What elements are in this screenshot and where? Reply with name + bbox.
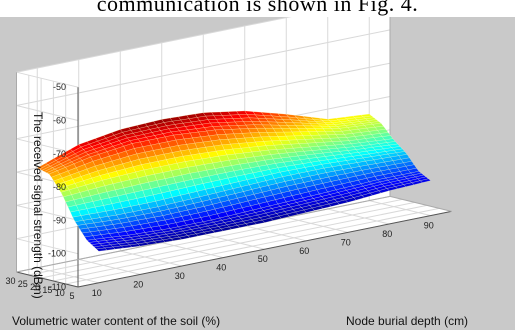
x-grid-line [78,258,141,275]
x-tick-label: 20 [133,279,143,289]
z-grid-line [16,204,79,221]
x-tick-label: 30 [175,271,185,281]
z-grid-line [16,238,79,255]
y-grid-line [53,204,427,282]
x-tick-label: 10 [92,288,102,298]
y-grid-line [65,207,440,285]
x-tick-label: 60 [299,246,309,256]
z-tick-label: -110 [49,282,66,292]
x-grid-line [120,250,182,267]
surface-plot: -50-60-70-80-90-100-11010203040506070809… [5,17,468,328]
y-axis-label: Volumetric water content of the soil (%) [12,314,220,328]
z-tick-label: -80 [53,182,66,192]
z-axis-label: The received signal strength (dBm) [31,112,45,299]
y-axis-line [16,271,79,288]
x-grid-line [327,208,390,225]
z-tick-label: -60 [53,116,66,126]
y-tick-label: 30 [5,276,15,286]
x-tick-label: 80 [382,229,392,239]
x-axis-line [77,210,452,288]
y-tick-label: 15 [42,285,52,295]
x-tick-label: 40 [216,263,226,273]
surface-patch [412,172,425,178]
surface-patch [388,143,401,148]
surface-mesh [36,110,432,252]
x-grid-line [244,225,307,242]
z-tick-label: -70 [53,149,66,159]
figure-caption: communication is shown in Fig. 4. [96,0,419,16]
tick-labels: -50-60-70-80-90-100-11010203040506070809… [5,82,433,301]
surface-patch [414,174,427,180]
x-grid-line [203,233,265,250]
x-tick-label: 50 [258,254,268,264]
x-grid-line [161,242,224,259]
x-tick-label: 90 [424,221,434,231]
z-tick-label: -50 [53,82,66,92]
y-tick-label: 10 [55,288,65,298]
z-grid-line [16,71,79,88]
x-axis-label: Node burial depth (cm) [346,314,468,328]
x-grid-line [369,200,431,217]
y-tick-label: 25 [18,279,28,289]
box-edge [389,195,452,212]
y-grid-line [41,201,415,279]
plot-panel: -50 -60 -70 -80 -90 -100 -110 10 20 30 40 50 60 70 80 9… [0,17,515,330]
x-grid-line [37,267,99,284]
z-tick-label: -100 [48,249,66,259]
y-tick-label: 5 [69,291,74,301]
x-grid-line [286,216,348,233]
z-grid-line [16,105,79,121]
y-tick-label: 20 [30,282,40,292]
z-tick-label: -90 [53,215,66,225]
y-grid-line [28,198,403,276]
x-tick-label: 70 [341,237,351,247]
surface-patch [391,146,403,151]
surface-patch [419,178,432,183]
